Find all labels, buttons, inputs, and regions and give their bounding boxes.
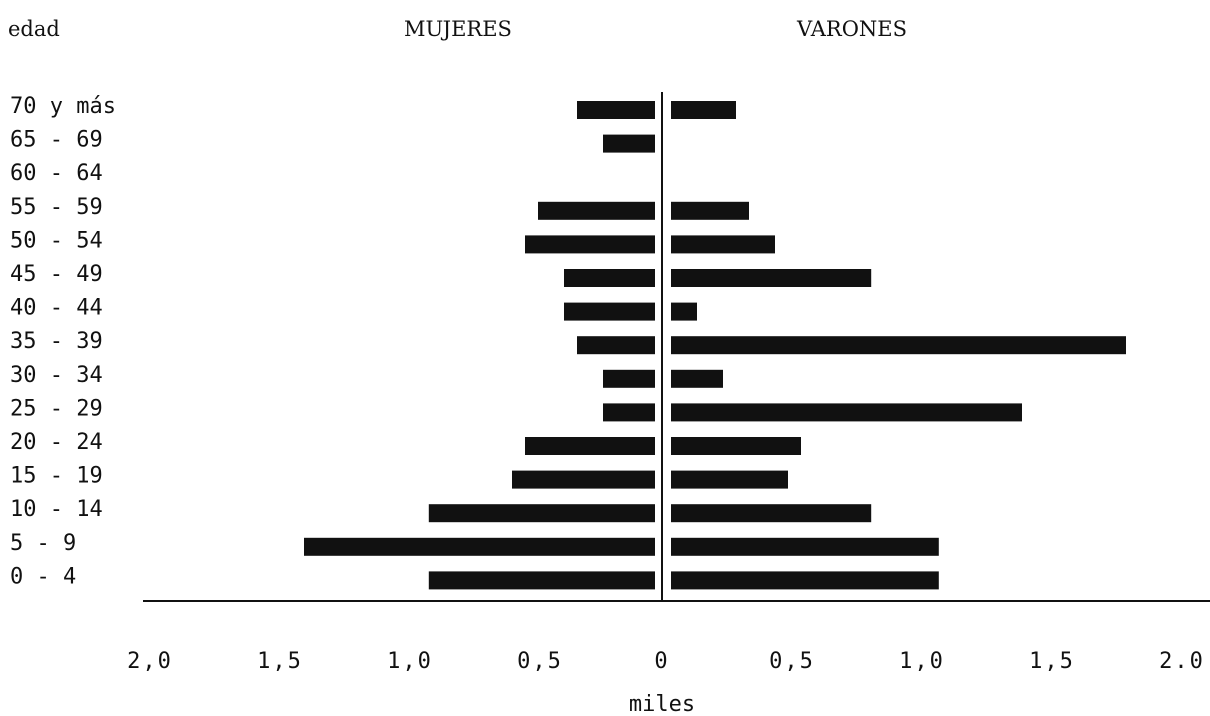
mujeres-bar <box>512 470 655 489</box>
mujeres-bar <box>525 235 655 254</box>
category-label: 10 - 14 <box>10 497 103 522</box>
x-tick-label: 2,0 <box>127 649 173 674</box>
mujeres-bar <box>525 437 655 455</box>
category-labels: 70 y más 65 - 69 60 - 64 55 - 59 50 - 54 45 -… <box>10 94 116 589</box>
mujeres-header: MUJERES <box>404 17 512 41</box>
varones-bar <box>671 269 872 287</box>
category-label: 60 - 64 <box>10 161 103 186</box>
category-label: 65 - 69 <box>10 128 103 153</box>
x-tick-label: 1,0 <box>387 649 433 674</box>
category-label: 50 - 54 <box>10 228 103 253</box>
category-label: 25 - 29 <box>10 396 103 421</box>
category-label: 70 y más <box>10 94 116 119</box>
x-tick-label: 1,5 <box>1029 649 1075 674</box>
mujeres-bar <box>564 302 655 321</box>
mujeres-bar <box>428 504 655 523</box>
category-label: 55 - 59 <box>10 195 103 220</box>
varones-bar <box>671 537 939 556</box>
varones-bar <box>671 235 775 254</box>
x-axis-label: miles <box>629 692 695 716</box>
x-tick-label: 1,5 <box>257 649 303 674</box>
mujeres-bars <box>304 101 655 590</box>
category-label: 30 - 34 <box>10 363 103 388</box>
category-label: 45 - 49 <box>10 262 103 287</box>
varones-bar <box>671 571 939 590</box>
mujeres-bar <box>577 101 655 119</box>
category-label: 20 - 24 <box>10 430 103 455</box>
category-label: 40 - 44 <box>10 296 103 321</box>
mujeres-bar <box>603 403 655 422</box>
x-tick-label: 1,0 <box>899 649 945 674</box>
varones-bars <box>671 101 1126 590</box>
mujeres-bar <box>428 571 655 590</box>
mujeres-bar <box>538 201 655 220</box>
mujeres-bar <box>603 134 655 153</box>
varones-bar <box>671 336 1126 355</box>
mujeres-bar <box>603 369 655 388</box>
category-label: 5 - 9 <box>10 531 76 556</box>
mujeres-bar <box>577 336 655 355</box>
varones-bar <box>671 101 736 119</box>
varones-bar <box>671 302 697 321</box>
x-tick-label: 2.0 <box>1159 649 1205 674</box>
varones-header: VARONES <box>796 17 907 41</box>
varones-bar <box>671 403 1022 422</box>
x-tick-label: 0 <box>654 649 669 674</box>
x-tick-label: 0,5 <box>769 649 815 674</box>
y-axis-title: edad <box>8 17 60 41</box>
x-tick-label: 0,5 <box>517 649 563 674</box>
category-label: 35 - 39 <box>10 329 103 354</box>
varones-bar <box>671 201 749 220</box>
mujeres-bar <box>564 269 655 287</box>
varones-bar <box>671 470 788 489</box>
varones-bar <box>671 504 872 523</box>
mujeres-bar <box>304 537 655 556</box>
varones-bar <box>671 369 723 388</box>
x-tick-labels: 2,0 1,5 1,0 0,5 0 0,5 1,0 1,5 2.0 <box>127 649 1205 674</box>
category-label: 15 - 19 <box>10 464 103 489</box>
varones-bar <box>671 437 801 455</box>
category-label: 0 - 4 <box>10 564 76 589</box>
